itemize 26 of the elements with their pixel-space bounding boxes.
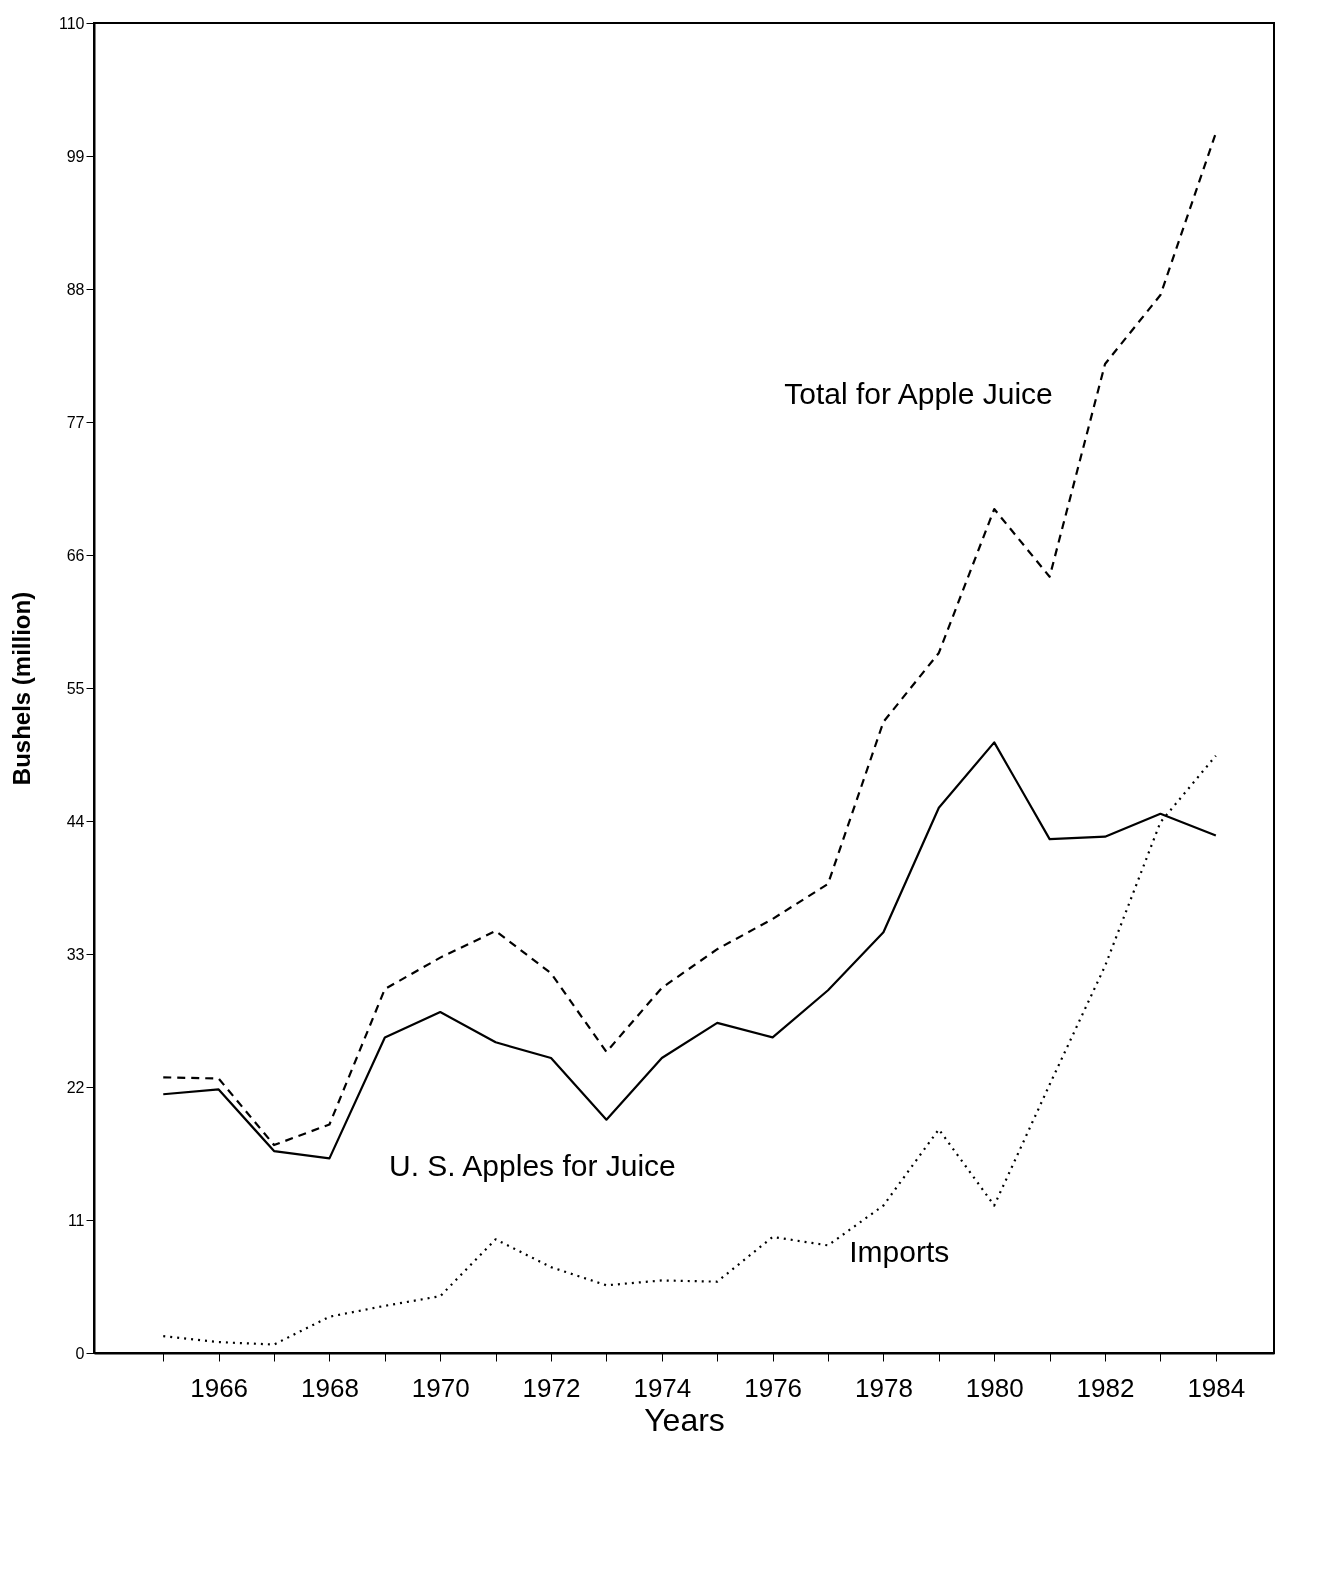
x-tick-label: 1976 [744, 1372, 803, 1403]
x-tick-label: 1984 [1187, 1372, 1246, 1403]
y-tick-label: 77 [66, 413, 85, 431]
x-tick-label: 1980 [965, 1372, 1024, 1403]
y-tick-label: 110 [58, 14, 85, 32]
y-tick-label: 0 [75, 1344, 85, 1362]
x-tick-label: 1974 [633, 1372, 692, 1403]
x-tick-label: 1970 [411, 1372, 470, 1403]
y-tick-label: 33 [66, 945, 85, 963]
y-axis-title: Bushels (million) [7, 591, 35, 786]
x-tick-label: 1968 [301, 1372, 359, 1403]
x-tick-label: 1978 [855, 1372, 913, 1403]
series-label: Imports [849, 1235, 950, 1269]
series-label: Total for Apple Juice [784, 377, 1053, 411]
x-tick-label: 1966 [190, 1372, 249, 1403]
x-tick-label: 1972 [522, 1372, 581, 1403]
y-tick-label: 99 [66, 147, 85, 165]
x-tick-label: 1982 [1076, 1372, 1135, 1403]
y-tick-label: 66 [66, 546, 85, 564]
x-axis-title: Years [644, 1401, 725, 1438]
y-tick-label: 22 [66, 1078, 85, 1096]
series-label: U. S. Apples for Juice [389, 1148, 676, 1182]
y-tick-label: 55 [66, 679, 85, 697]
y-tick-label: 88 [66, 280, 85, 298]
y-tick-label: 44 [66, 812, 85, 830]
y-tick-label: 11 [67, 1211, 85, 1229]
